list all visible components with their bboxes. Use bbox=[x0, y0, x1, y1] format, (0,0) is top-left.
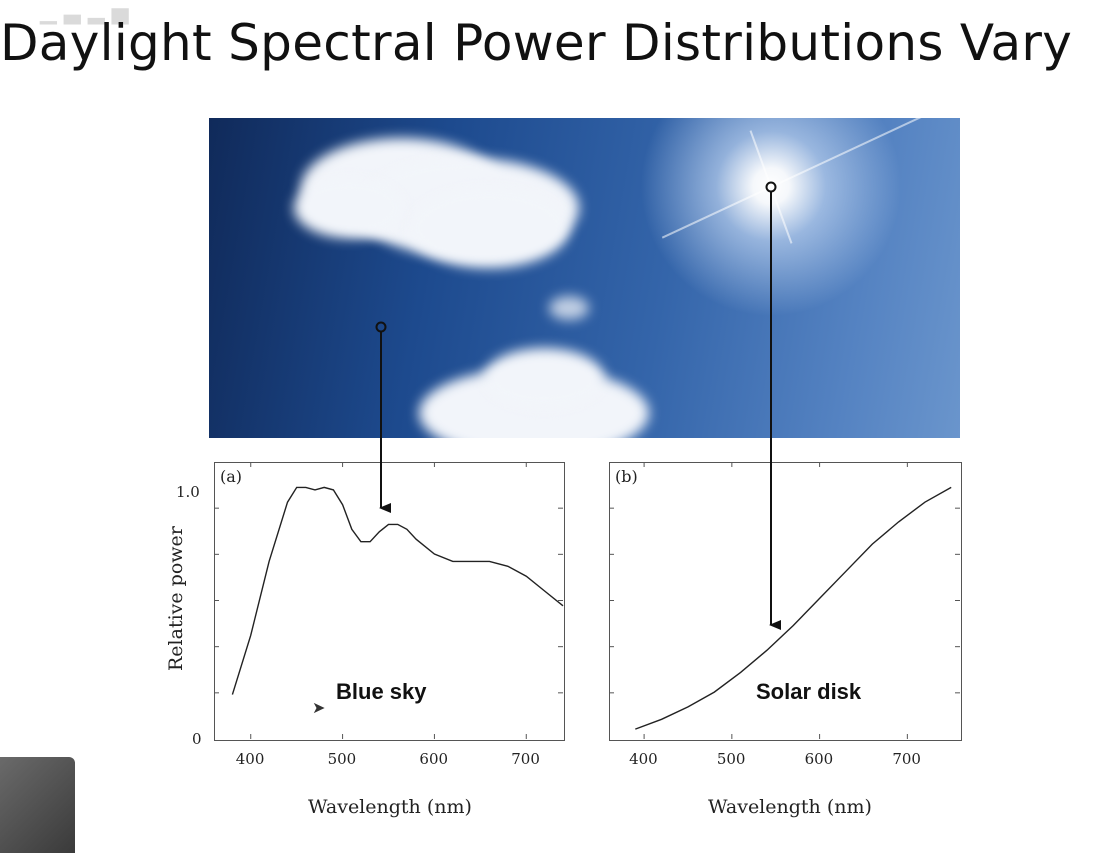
solar-disk-pointer-dot bbox=[765, 181, 777, 193]
x-tick-label: 600 bbox=[419, 750, 449, 768]
blue-sky-label: Blue sky bbox=[336, 679, 427, 704]
slide-title: Daylight Spectral Power Distributions Va… bbox=[0, 14, 1073, 72]
x-axis-title-b: Wavelength (nm) bbox=[708, 796, 872, 818]
x-tick-label: 700 bbox=[511, 750, 540, 768]
blue-sky-pointer-dot bbox=[375, 321, 387, 333]
x-tick-label: 500 bbox=[716, 750, 746, 768]
x-axis-title-a: Wavelength (nm) bbox=[308, 796, 472, 818]
ticks-a bbox=[214, 462, 563, 739]
sky-photo bbox=[209, 118, 960, 438]
watermark: ▁ ▃ ▂ ▅ bbox=[40, 0, 129, 25]
x-tick-label: 400 bbox=[235, 750, 265, 768]
webcam-thumbnail bbox=[0, 757, 75, 853]
x-tick-label: 500 bbox=[327, 750, 357, 768]
x-tick-label: 600 bbox=[804, 750, 834, 768]
y-tick-label: 0 bbox=[192, 730, 202, 748]
ticks-b bbox=[609, 462, 960, 739]
panel-a-letter: (a) bbox=[220, 467, 243, 486]
blue-sky-curve bbox=[231, 486, 564, 695]
x-tick-label: 400 bbox=[629, 750, 658, 768]
y-tick-label: 1.0 bbox=[176, 483, 200, 502]
arrow-cursor-icon: ➤ bbox=[312, 700, 326, 717]
solar-disk-curve bbox=[635, 486, 952, 730]
x-tick-label: 700 bbox=[892, 750, 921, 768]
solar-disk-label: Solar disk bbox=[756, 679, 862, 704]
panel-b-letter: (b) bbox=[615, 467, 638, 486]
chart-panel-b: (b) Solar disk bbox=[609, 462, 962, 741]
